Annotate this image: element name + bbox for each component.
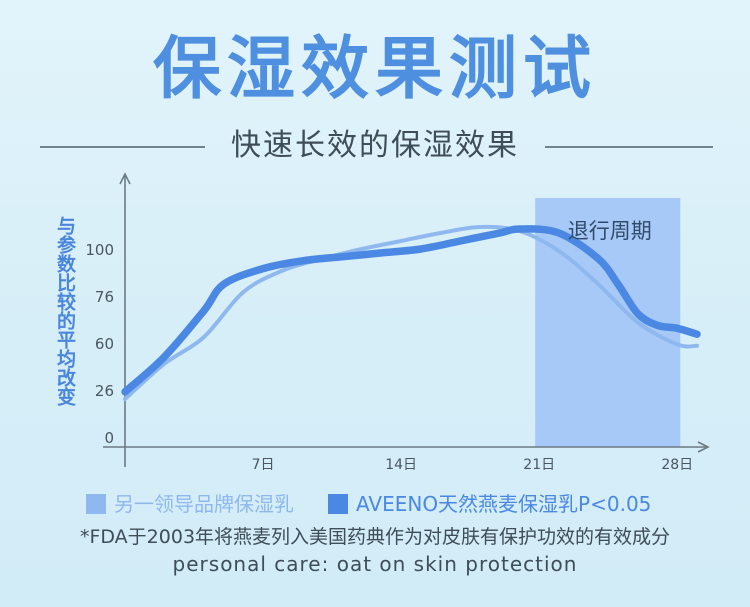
legend-label-aveeno: AVEENO天然燕麦保湿乳P<0.05 — [356, 492, 652, 516]
y-tick-label: 0 — [104, 429, 114, 447]
y-tick-label: 76 — [95, 288, 114, 306]
y-tick-label: 26 — [95, 382, 114, 400]
series-line-other-brand — [123, 224, 699, 401]
page-title: 保湿效果测试 — [152, 30, 597, 109]
footnote-fda: *FDA于2003年将燕麦列入美国药典作为对皮肤有保护功效的有效成分 — [79, 526, 671, 548]
legend-label-other-brand: 另一领导品牌保湿乳 — [114, 492, 294, 516]
y-tick-label: 100 — [85, 241, 114, 259]
series-line-aveeno — [121, 225, 701, 396]
x-tick-label: 21日 — [523, 457, 555, 473]
washout-period-label: 退行周期 — [568, 219, 652, 243]
y-axis-arrow — [119, 172, 131, 185]
subtitle-divider-left — [40, 146, 205, 148]
x-tick-label: 28日 — [661, 457, 693, 473]
x-tick-label: 14日 — [385, 457, 417, 473]
legend-swatch-aveeno — [328, 494, 348, 514]
subtitle-row: 快速长效的保湿效果 — [0, 128, 750, 164]
y-axis-label: 与参数比较的平均改变 — [54, 216, 76, 406]
subtitle-divider-right — [545, 146, 713, 148]
footnote-english: personal care: oat on skin protection — [172, 552, 578, 576]
x-tick-label: 7日 — [252, 457, 275, 473]
x-axis-arrow — [697, 441, 710, 453]
y-tick-label: 60 — [95, 335, 114, 353]
legend: 另一领导品牌保湿乳 AVEENO天然燕麦保湿乳P<0.05 — [0, 492, 750, 518]
legend-swatch-other-brand — [86, 494, 106, 514]
page-subtitle: 快速长效的保湿效果 — [231, 128, 519, 163]
